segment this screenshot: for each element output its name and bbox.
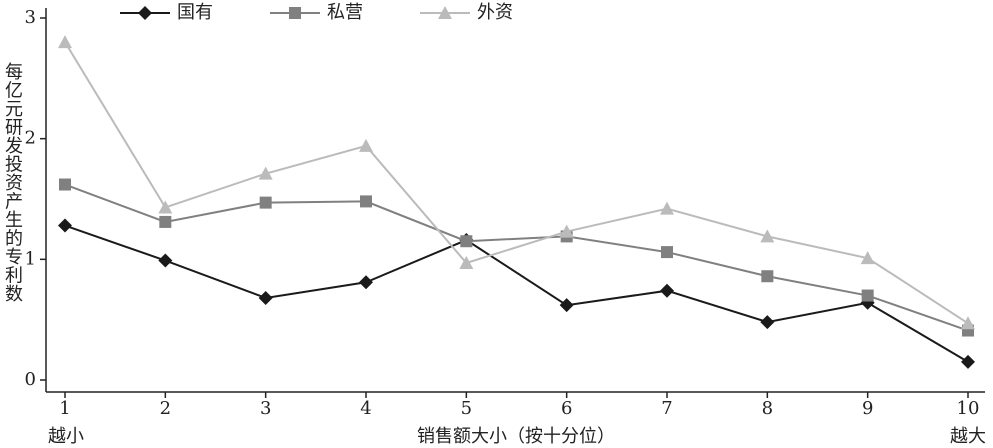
marker [359,138,373,152]
x-tick-label: 7 [661,398,672,419]
marker [559,224,574,238]
legend-marker [138,6,152,20]
x-low-label: 越小 [48,426,84,447]
series-line [64,183,969,332]
marker [861,289,874,302]
y-tick-label: 2 [25,128,36,149]
x-tick-label: 10 [957,398,980,419]
x-tick-label: 3 [260,398,271,419]
x-tick-label: 1 [59,398,70,419]
marker [360,195,372,208]
marker [259,196,272,209]
marker [258,290,273,305]
marker [961,354,975,369]
series-line [64,41,969,325]
marker [58,218,72,233]
marker [359,275,373,290]
marker [159,215,172,228]
x-tick-label: 4 [360,398,371,419]
marker [661,246,673,259]
legend-label: 外资 [477,2,513,23]
marker [258,166,273,180]
marker [660,201,674,215]
marker [761,270,774,283]
legend-marker [438,6,452,19]
legend-label: 国有 [177,2,213,23]
x-tick-label: 9 [862,398,873,419]
marker [59,178,71,191]
marker [158,253,173,268]
y-tick-label: 3 [25,7,36,28]
marker [760,315,775,330]
marker [158,200,173,214]
marker [459,255,474,269]
y-tick-label: 1 [25,248,36,269]
marker [860,251,875,265]
x-tick-label: 2 [160,398,171,419]
legend-marker [289,7,301,19]
x-tick-label: 5 [461,398,472,419]
x-high-label: 越大 [950,426,986,447]
legend-label: 私营 [327,2,363,23]
x-tick-label: 8 [762,398,773,419]
series-line [64,224,969,363]
y-axis-label: 每亿元研发投资产生的专利数 [2,62,23,303]
marker [559,298,574,313]
y-tick-label: 0 [25,369,36,390]
marker [760,229,775,243]
x-tick-label: 6 [561,398,572,419]
marker [660,283,674,298]
marker [460,235,473,248]
marker [58,35,72,49]
marker [961,316,975,330]
x-axis-label: 销售额大小（按十分位） [417,426,615,447]
